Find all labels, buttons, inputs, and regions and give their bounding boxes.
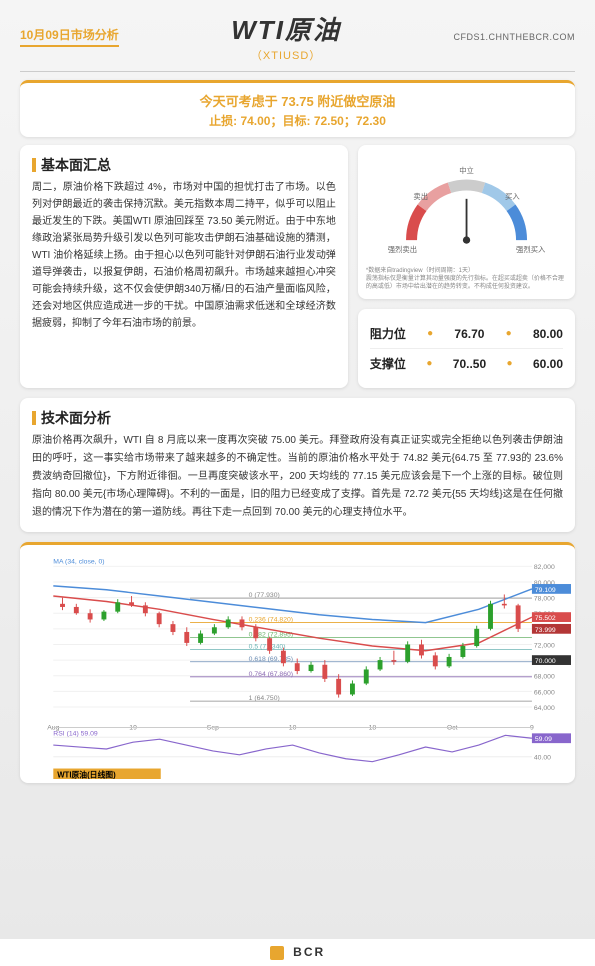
svg-text:82,000: 82,000 <box>534 565 555 572</box>
svg-text:0.5 (71.340): 0.5 (71.340) <box>249 644 286 651</box>
title-block: WTI原油 （XTIUSD） <box>119 10 454 63</box>
brand-name: BCR <box>293 945 325 959</box>
divider <box>20 71 575 72</box>
svg-text:70.000: 70.000 <box>535 658 556 665</box>
accent-bar-icon <box>32 411 36 425</box>
gauge-note1: *数据来自tradingview（时间周期：1天） <box>366 268 567 276</box>
brand-logo-icon <box>270 946 284 960</box>
technical-body: 原油价格再次飙升，WTI 自 8 月底以来一度再次突破 75.00 美元。拜登政… <box>32 432 563 522</box>
technical-title: 技术面分析 <box>32 408 563 428</box>
svg-text:0 (77.930): 0 (77.930) <box>249 593 280 600</box>
dot-icon: ● <box>426 358 432 369</box>
fundamentals-title-text: 基本面汇总 <box>41 155 111 175</box>
levels-card: 阻力位 ● 76.70 ● 80.00 支撑位 ● 70..50 ● 60.00 <box>358 309 575 388</box>
fundamentals-body: 周二，原油价格下跌超过 4%，市场对中国的担忧打击了市场。以色列对伊朗最近的袭击… <box>32 179 336 332</box>
support-2: 60.00 <box>533 357 563 371</box>
svg-text:75.502: 75.502 <box>535 615 556 622</box>
recommendation-entry: 今天可考虑于 73.75 附近做空原油 <box>28 91 567 110</box>
svg-text:中立: 中立 <box>459 166 474 175</box>
svg-text:64,000: 64,000 <box>534 705 555 712</box>
svg-text:40.00: 40.00 <box>534 755 551 762</box>
svg-text:MA (34, close, 0): MA (34, close, 0) <box>53 559 104 566</box>
svg-text:买入: 买入 <box>505 192 520 201</box>
resistance-1: 76.70 <box>454 327 484 341</box>
svg-text:强烈卖出: 强烈卖出 <box>388 245 417 254</box>
chart-card: 64,00066,00068,00070,00072,00074,00076,0… <box>20 542 575 783</box>
svg-text:73.999: 73.999 <box>535 627 556 634</box>
svg-text:59.09: 59.09 <box>535 737 552 744</box>
technical-title-text: 技术面分析 <box>41 408 111 428</box>
recommendation-box: 今天可考虑于 73.75 附近做空原油 止损: 74.00；目标: 72.50；… <box>20 80 575 137</box>
svg-text:68,000: 68,000 <box>534 674 555 681</box>
resistance-row: 阻力位 ● 76.70 ● 80.00 <box>370 319 563 348</box>
svg-text:RSI (14) 59.09: RSI (14) 59.09 <box>53 731 98 738</box>
support-1: 70..50 <box>453 357 486 371</box>
resistance-2: 80.00 <box>533 327 563 341</box>
dot-icon: ● <box>507 358 513 369</box>
dot-icon: ● <box>506 328 512 339</box>
support-row: 支撑位 ● 70..50 ● 60.00 <box>370 348 563 378</box>
svg-text:0.618 (69.785): 0.618 (69.785) <box>249 656 293 663</box>
svg-text:WTI原油(日线图): WTI原油(日线图) <box>57 770 116 780</box>
footer: BCR <box>0 939 595 966</box>
dot-icon: ● <box>427 328 433 339</box>
svg-text:0.764 (67.860): 0.764 (67.860) <box>249 671 293 678</box>
accent-bar-icon <box>32 158 36 172</box>
sentiment-gauge: 强烈卖出 卖出 中立买入强烈买入 <box>366 153 567 263</box>
svg-text:79.109: 79.109 <box>535 587 556 594</box>
support-label: 支撑位 <box>370 355 406 372</box>
technical-card: 技术面分析 原油价格再次飙升，WTI 自 8 月底以来一度再次突破 75.00 … <box>20 398 575 532</box>
gauge-note2: 震荡指标仅是衡量计算其动量强度的先行指标。在超买或超卖（价格不合理的高或低）市场… <box>366 276 567 292</box>
svg-text:72,000: 72,000 <box>534 643 555 650</box>
svg-text:强烈买入: 强烈买入 <box>516 245 546 254</box>
instrument-symbol: （XTIUSD） <box>119 47 454 63</box>
price-chart: 64,00066,00068,00070,00072,00074,00076,0… <box>24 549 571 779</box>
recommendation-targets: 止损: 74.00；目标: 72.50；72.30 <box>28 112 567 129</box>
gauge-card: 强烈卖出 卖出 中立买入强烈买入 *数据来自tradingview（时间周期：1天）… <box>358 145 575 299</box>
svg-text:78,000: 78,000 <box>534 596 555 603</box>
source-url: CFDS1.CHNTHEBCR.COM <box>453 32 575 42</box>
svg-text:66,000: 66,000 <box>534 690 555 697</box>
fundamentals-title: 基本面汇总 <box>32 155 336 175</box>
svg-text:1 (64.750): 1 (64.750) <box>249 696 280 703</box>
resistance-label: 阻力位 <box>370 325 406 342</box>
instrument-title: WTI原油 <box>119 10 454 47</box>
svg-text:卖出: 卖出 <box>413 192 428 201</box>
date-label: 10月09日市场分析 <box>20 26 119 47</box>
svg-text:0.236 (74.820): 0.236 (74.820) <box>249 617 293 624</box>
fundamentals-card: 基本面汇总 周二，原油价格下跌超过 4%，市场对中国的担忧打击了市场。以色列对伊… <box>20 145 348 388</box>
